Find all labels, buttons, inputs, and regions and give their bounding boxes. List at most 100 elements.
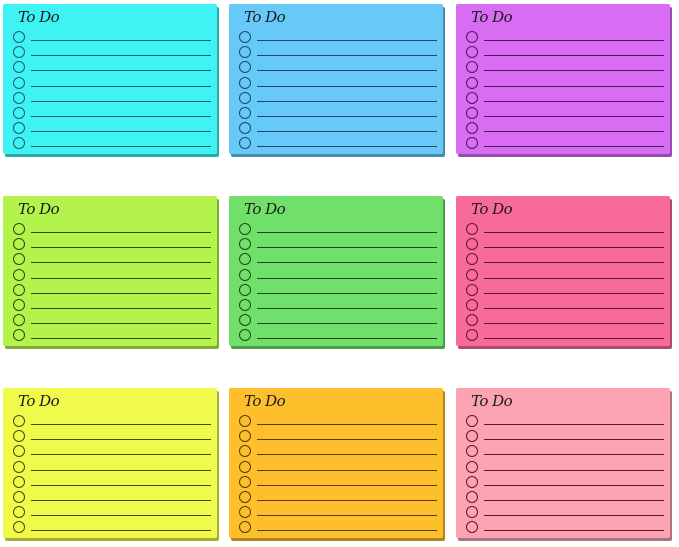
checkbox-circle-icon — [13, 283, 25, 296]
todo-item — [466, 45, 664, 59]
checkbox-circle-icon — [466, 415, 478, 427]
checkbox-circle-icon — [239, 521, 251, 534]
checkbox-circle-icon — [239, 460, 251, 473]
writing-line — [484, 515, 664, 517]
todo-item — [239, 136, 437, 150]
todo-item — [239, 313, 437, 327]
checkbox-circle-icon — [239, 137, 251, 150]
todo-item — [466, 490, 664, 504]
writing-line — [31, 484, 211, 486]
note-face: To Do — [3, 196, 217, 346]
todo-item — [239, 30, 437, 44]
writing-line — [31, 131, 211, 133]
note-title: To Do — [244, 200, 286, 218]
writing-line — [257, 424, 437, 425]
todo-note: To Do — [3, 4, 219, 157]
writing-line — [31, 469, 211, 471]
todo-item — [466, 444, 664, 458]
writing-line — [257, 146, 437, 148]
writing-line — [31, 146, 211, 148]
todo-item — [239, 520, 437, 534]
todo-item — [466, 106, 664, 120]
todo-item — [466, 136, 664, 150]
checkbox-circle-icon — [13, 521, 25, 534]
todo-item — [239, 490, 437, 504]
writing-line — [257, 308, 437, 309]
note-face: To Do — [3, 4, 217, 154]
writing-line — [257, 247, 437, 249]
todo-item — [466, 60, 664, 74]
writing-line — [257, 40, 437, 41]
checkbox-circle-icon — [13, 299, 25, 311]
writing-line — [484, 439, 664, 441]
todo-item — [466, 30, 664, 44]
checkbox-circle-icon — [239, 299, 251, 311]
todo-item — [13, 520, 211, 534]
todo-item — [239, 298, 437, 312]
writing-line — [484, 100, 664, 102]
checkbox-circle-icon — [13, 31, 25, 43]
writing-line — [257, 530, 437, 532]
todo-item — [466, 429, 664, 443]
todo-item — [239, 121, 437, 135]
todo-item — [13, 30, 211, 44]
todo-item — [466, 414, 664, 428]
note-face: To Do — [456, 196, 670, 346]
checkbox-circle-icon — [466, 491, 478, 503]
writing-line — [484, 131, 664, 133]
todo-item — [239, 222, 437, 236]
writing-line — [484, 55, 664, 57]
writing-line — [257, 85, 437, 87]
note-title: To Do — [18, 392, 60, 410]
todo-item — [13, 252, 211, 266]
writing-line — [257, 292, 437, 294]
checkbox-circle-icon — [466, 329, 478, 342]
todo-item — [13, 222, 211, 236]
checkbox-circle-icon — [13, 491, 25, 503]
todo-item — [466, 283, 664, 297]
checkbox-circle-icon — [13, 61, 25, 74]
writing-line — [31, 338, 211, 340]
todo-note: To Do — [3, 196, 219, 349]
todo-item — [239, 45, 437, 59]
checkbox-circle-icon — [13, 268, 25, 281]
todo-item — [239, 475, 437, 489]
todo-item — [13, 328, 211, 342]
writing-line — [257, 454, 437, 456]
writing-line — [31, 530, 211, 532]
note-face: To Do — [229, 196, 443, 346]
writing-line — [484, 308, 664, 309]
writing-line — [31, 424, 211, 425]
checkbox-circle-icon — [466, 31, 478, 43]
writing-line — [484, 338, 664, 340]
checkbox-circle-icon — [239, 283, 251, 296]
checkbox-circle-icon — [239, 329, 251, 342]
checkbox-circle-icon — [239, 31, 251, 43]
todo-item — [466, 460, 664, 474]
todo-item — [13, 91, 211, 105]
writing-line — [257, 232, 437, 233]
todo-item — [13, 268, 211, 282]
checkbox-circle-icon — [466, 137, 478, 150]
writing-line — [31, 277, 211, 279]
checkbox-circle-icon — [13, 238, 25, 251]
writing-line — [31, 292, 211, 294]
note-face: To Do — [229, 4, 443, 154]
writing-line — [31, 454, 211, 456]
todo-item — [466, 475, 664, 489]
checkbox-circle-icon — [466, 299, 478, 311]
todo-item — [466, 298, 664, 312]
writing-line — [484, 530, 664, 532]
todo-note: To Do — [456, 196, 672, 349]
writing-line — [257, 116, 437, 117]
checkbox-circle-icon — [239, 445, 251, 458]
checkbox-circle-icon — [13, 107, 25, 119]
writing-line — [257, 338, 437, 340]
checkbox-circle-icon — [466, 76, 478, 89]
writing-line — [31, 500, 211, 501]
todo-item — [13, 460, 211, 474]
checkbox-circle-icon — [466, 268, 478, 281]
todo-item — [13, 237, 211, 251]
writing-line — [484, 424, 664, 425]
writing-line — [484, 292, 664, 294]
